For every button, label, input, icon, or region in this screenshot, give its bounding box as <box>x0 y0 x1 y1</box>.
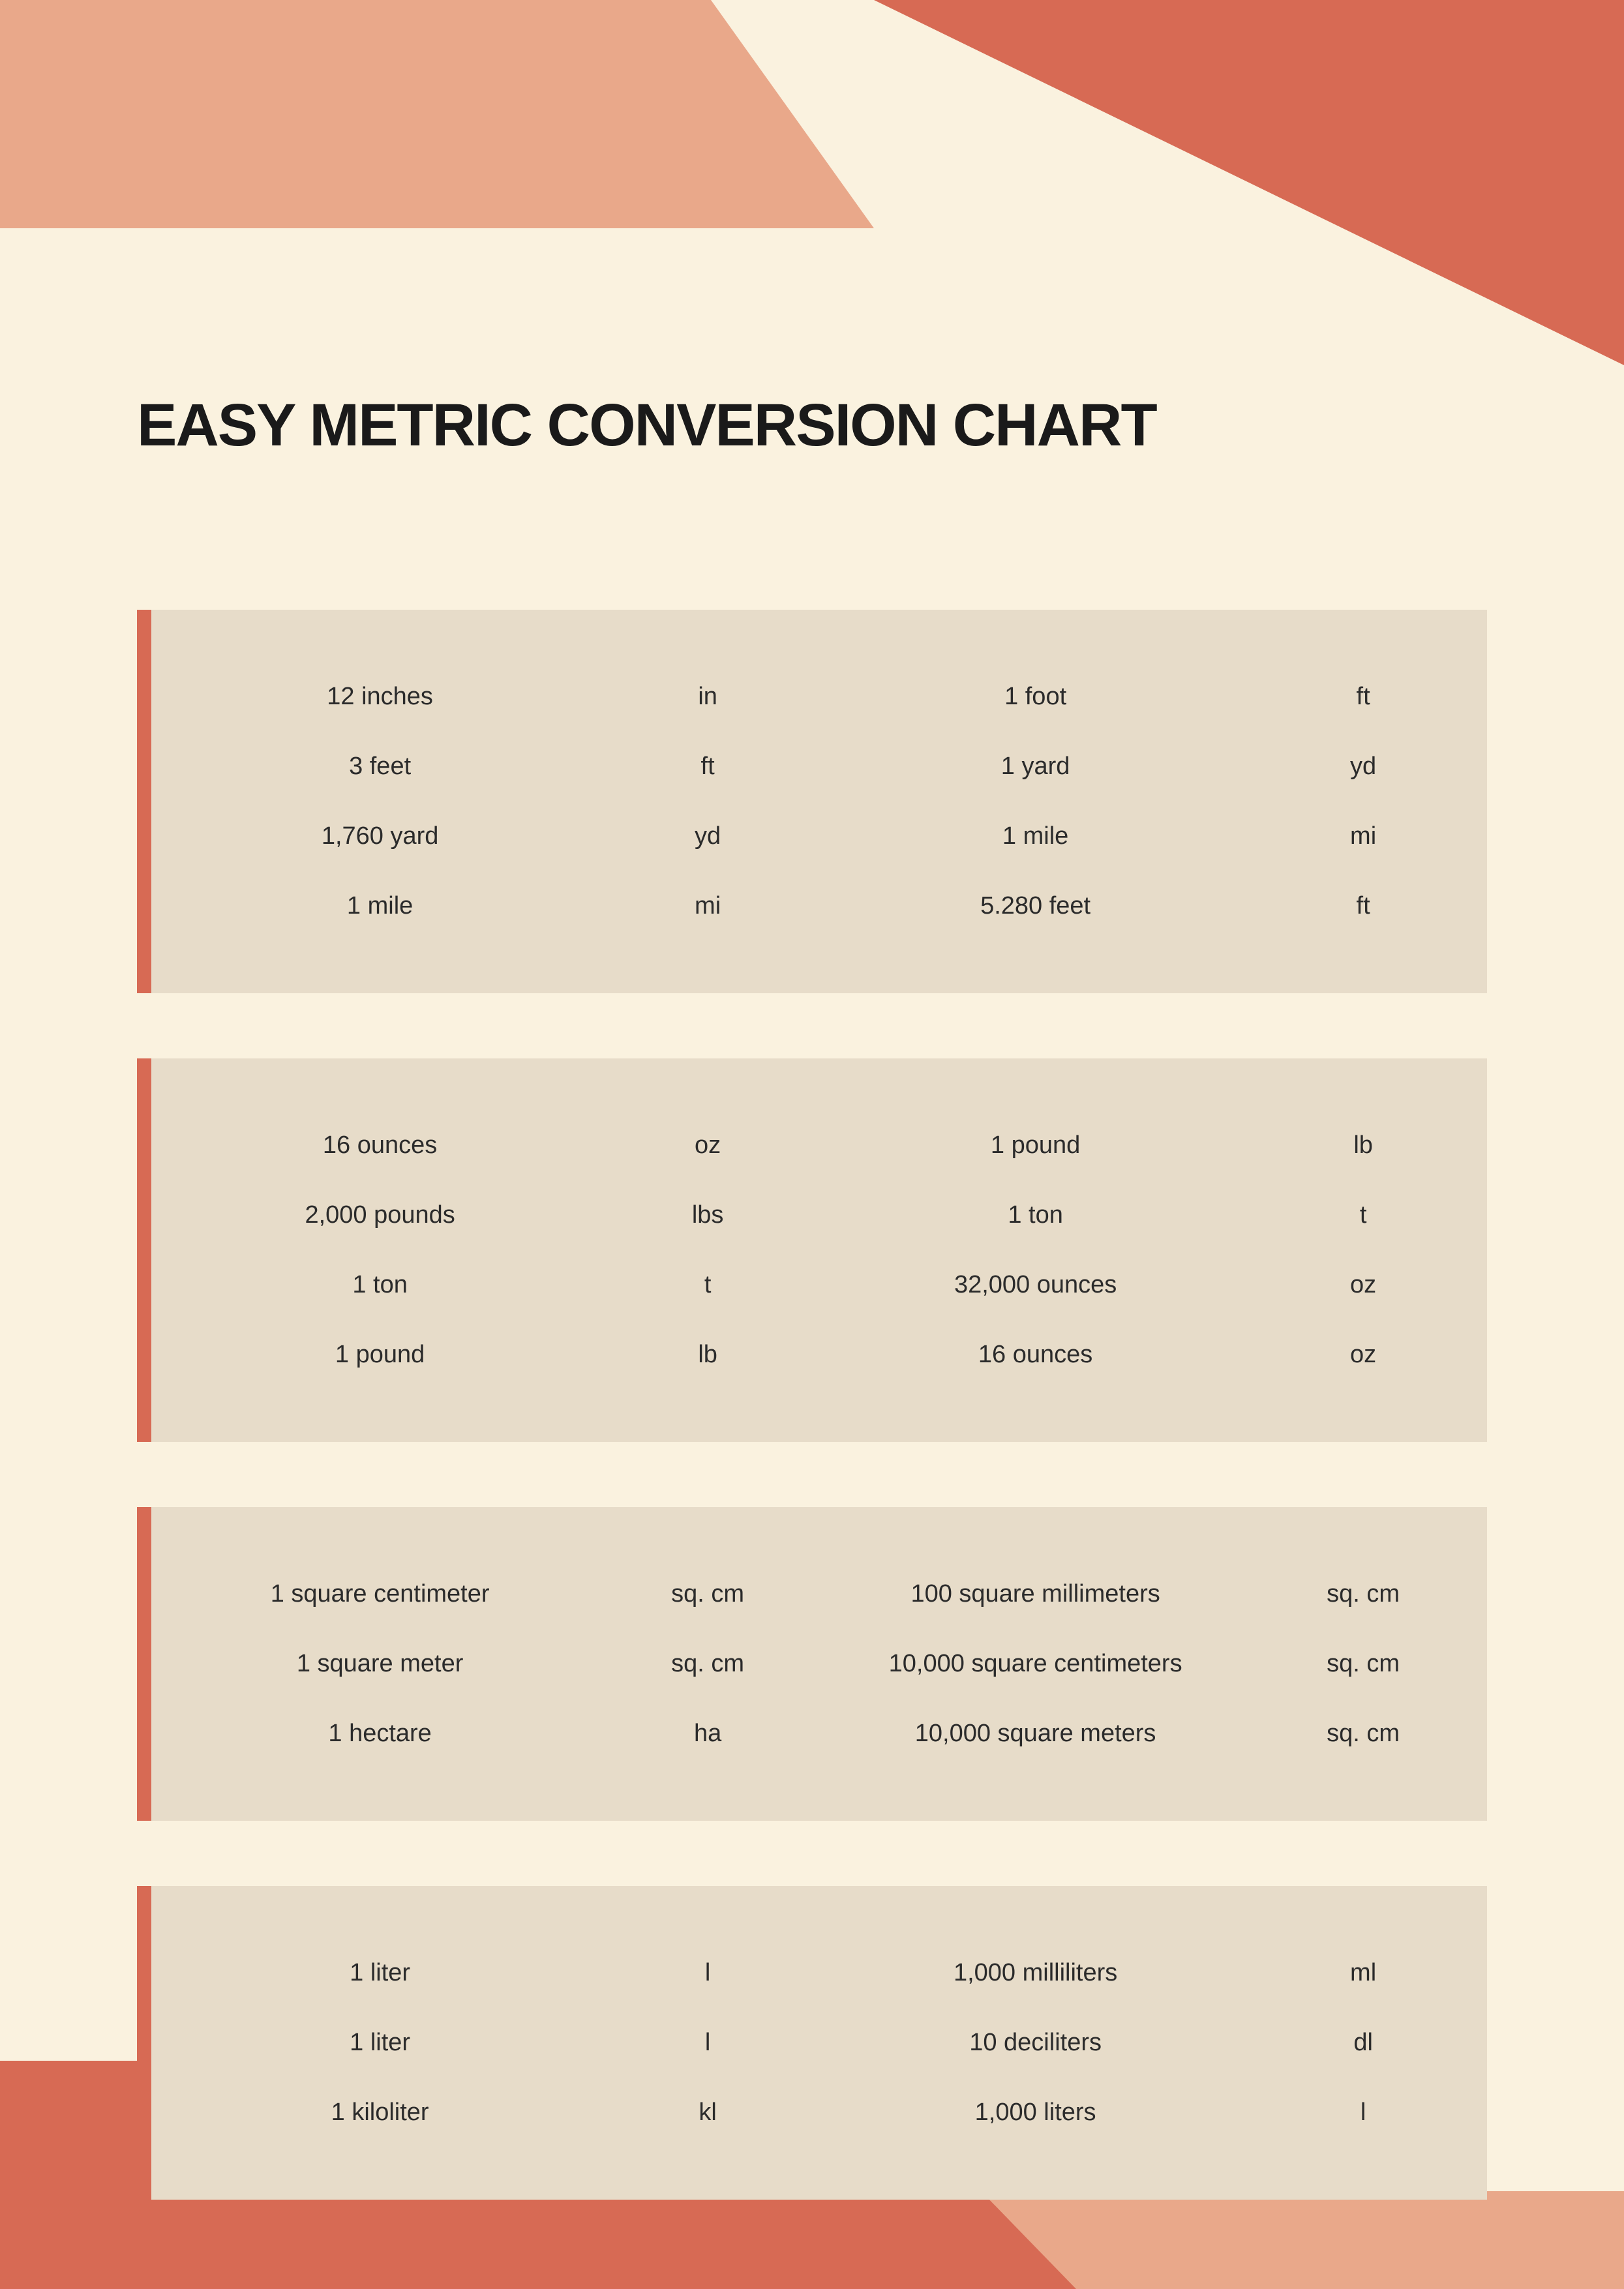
cell-to-abbr: yd <box>1259 753 1467 781</box>
cell-from-abbr: lbs <box>603 1201 812 1229</box>
cell-from-abbr: sq. cm <box>603 1650 812 1678</box>
cell-to-value: 1 mile <box>812 822 1259 850</box>
table-row: 1 poundlb16 ouncesoz <box>157 1320 1467 1390</box>
cell-from-value: 1 liter <box>157 1959 603 1987</box>
cell-to-value: 1 pound <box>812 1131 1259 1159</box>
cell-from-abbr: lb <box>603 1341 812 1369</box>
cell-from-abbr: mi <box>603 892 812 920</box>
cell-to-abbr: dl <box>1259 2029 1467 2057</box>
table-row: 1 literl1,000 millilitersml <box>157 1938 1467 2008</box>
cell-to-abbr: ml <box>1259 1959 1467 1987</box>
cell-to-abbr: lb <box>1259 1131 1467 1159</box>
cell-from-value: 1 liter <box>157 2029 603 2057</box>
block-accent-bar <box>137 610 151 993</box>
cell-to-value: 1,000 milliliters <box>812 1959 1259 1987</box>
cell-from-abbr: sq. cm <box>603 1580 812 1608</box>
decoration-top-right <box>711 0 1624 365</box>
table-row: 1,760 yardyd1 milemi <box>157 801 1467 871</box>
cell-to-abbr: sq. cm <box>1259 1720 1467 1748</box>
cell-to-value: 32,000 ounces <box>812 1271 1259 1299</box>
cell-from-value: 12 inches <box>157 683 603 711</box>
cell-from-value: 1 square centimeter <box>157 1580 603 1608</box>
table-row: 3 feetft1 yardyd <box>157 732 1467 801</box>
cell-to-abbr: oz <box>1259 1341 1467 1369</box>
cell-from-abbr: yd <box>603 822 812 850</box>
table-row: 1 square metersq. cm10,000 square centim… <box>157 1629 1467 1699</box>
cell-from-abbr: kl <box>603 2099 812 2127</box>
cell-to-value: 5.280 feet <box>812 892 1259 920</box>
cell-from-value: 1 ton <box>157 1271 603 1299</box>
block-accent-bar <box>137 1507 151 1821</box>
conversion-block: 1 square centimetersq. cm100 square mill… <box>137 1507 1487 1821</box>
cell-to-value: 16 ounces <box>812 1341 1259 1369</box>
cell-from-value: 1 kiloliter <box>157 2099 603 2127</box>
cell-from-value: 1 square meter <box>157 1650 603 1678</box>
cell-from-abbr: ft <box>603 753 812 781</box>
cell-from-abbr: l <box>603 2029 812 2057</box>
table-row: 2,000 poundslbs1 tont <box>157 1180 1467 1250</box>
table-row: 1 tont32,000 ouncesoz <box>157 1250 1467 1320</box>
conversion-block: 1 literl1,000 millilitersml1 literl10 de… <box>137 1886 1487 2200</box>
table-row: 1 milemi5.280 feetft <box>157 871 1467 941</box>
cell-to-abbr: ft <box>1259 683 1467 711</box>
cell-from-abbr: t <box>603 1271 812 1299</box>
cell-to-value: 10,000 square meters <box>812 1720 1259 1748</box>
table-row: 1 literl10 decilitersdl <box>157 2008 1467 2078</box>
cell-from-value: 1,760 yard <box>157 822 603 850</box>
cell-to-value: 10 deciliters <box>812 2029 1259 2057</box>
cell-to-value: 1 ton <box>812 1201 1259 1229</box>
cell-to-value: 1,000 liters <box>812 2099 1259 2127</box>
table-row: 1 hectareha10,000 square meterssq. cm <box>157 1699 1467 1769</box>
cell-from-abbr: oz <box>603 1131 812 1159</box>
cell-to-abbr: sq. cm <box>1259 1580 1467 1608</box>
cell-to-abbr: sq. cm <box>1259 1650 1467 1678</box>
table-row: 1 square centimetersq. cm100 square mill… <box>157 1559 1467 1629</box>
cell-from-value: 16 ounces <box>157 1131 603 1159</box>
page-title: EASY METRIC CONVERSION CHART <box>137 391 1487 460</box>
cell-from-value: 1 mile <box>157 892 603 920</box>
cell-to-abbr: t <box>1259 1201 1467 1229</box>
cell-to-abbr: mi <box>1259 822 1467 850</box>
cell-to-value: 100 square millimeters <box>812 1580 1259 1608</box>
cell-from-value: 1 hectare <box>157 1720 603 1748</box>
cell-to-abbr: l <box>1259 2099 1467 2127</box>
cell-to-value: 1 yard <box>812 753 1259 781</box>
table-row: 12 inchesin1 footft <box>157 662 1467 732</box>
cell-from-abbr: l <box>603 1959 812 1987</box>
conversion-block: 12 inchesin1 footft3 feetft1 yardyd1,760… <box>137 610 1487 993</box>
table-row: 1 kiloliterkl1,000 litersl <box>157 2078 1467 2147</box>
blocks-container: 12 inchesin1 footft3 feetft1 yardyd1,760… <box>137 610 1487 2200</box>
cell-from-value: 3 feet <box>157 753 603 781</box>
cell-from-abbr: in <box>603 683 812 711</box>
cell-from-value: 1 pound <box>157 1341 603 1369</box>
cell-from-value: 2,000 pounds <box>157 1201 603 1229</box>
cell-to-value: 10,000 square centimeters <box>812 1650 1259 1678</box>
decoration-top-right-poly <box>874 0 1624 365</box>
content-area: EASY METRIC CONVERSION CHART 12 inchesin… <box>137 391 1487 2200</box>
block-accent-bar <box>137 1886 151 2200</box>
cell-to-value: 1 foot <box>812 683 1259 711</box>
cell-from-abbr: ha <box>603 1720 812 1748</box>
cell-to-abbr: oz <box>1259 1271 1467 1299</box>
block-accent-bar <box>137 1058 151 1442</box>
table-row: 16 ouncesoz1 poundlb <box>157 1111 1467 1180</box>
cell-to-abbr: ft <box>1259 892 1467 920</box>
conversion-block: 16 ouncesoz1 poundlb2,000 poundslbs1 ton… <box>137 1058 1487 1442</box>
